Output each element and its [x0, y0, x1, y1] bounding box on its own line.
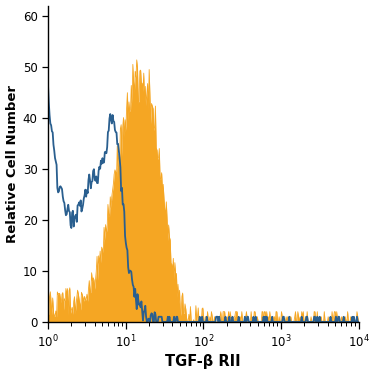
- X-axis label: TGF-β RII: TGF-β RII: [165, 354, 241, 369]
- Y-axis label: Relative Cell Number: Relative Cell Number: [6, 85, 18, 243]
